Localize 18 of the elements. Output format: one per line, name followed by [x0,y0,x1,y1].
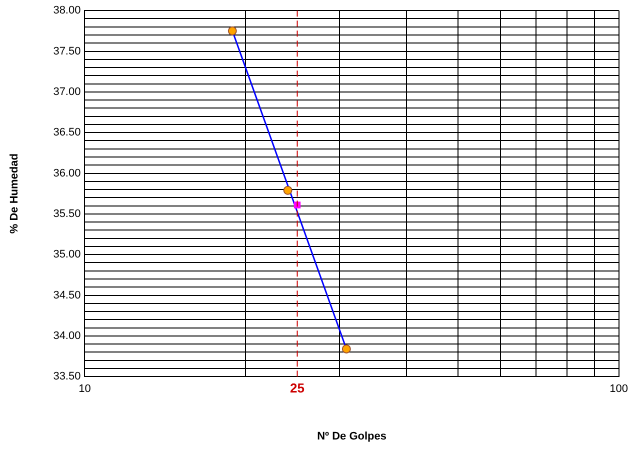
y-axis-title: % De Humedad [8,154,21,234]
y-tick-label: 36.00 [53,167,81,180]
y-tick-label: 33.50 [53,370,81,383]
point [283,186,292,195]
y-tick-label: 34.50 [53,289,81,302]
y-tick-label: 37.00 [53,86,81,98]
y-tick-label: 36.50 [53,126,81,139]
x-axis-title: Nº De Golpes [317,430,386,442]
point [342,344,351,354]
y-tick-label: 37.50 [53,45,81,58]
ref-line-label: 25 [290,380,304,396]
y-tick-label: 35.50 [53,208,81,220]
x-tick-label: 10 [78,383,91,396]
y-tick-label: 35.00 [53,248,81,261]
x-tick-label: 100 [610,383,628,396]
y-tick-label: 34.00 [53,330,81,342]
point [228,26,237,36]
y-tick-label: 38.00 [53,4,81,17]
